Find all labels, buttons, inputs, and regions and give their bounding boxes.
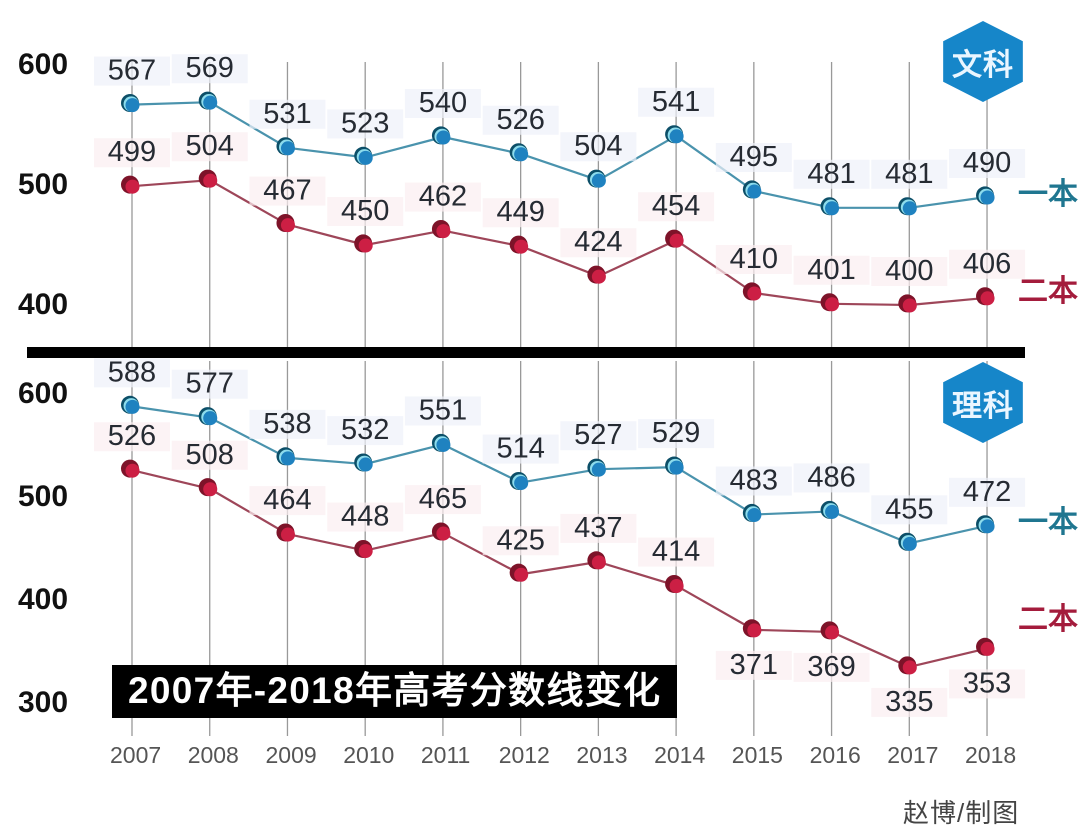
svg-text:425: 425 <box>496 524 544 556</box>
svg-text:508: 508 <box>186 439 234 471</box>
svg-text:495: 495 <box>730 141 778 173</box>
svg-text:335: 335 <box>885 686 933 718</box>
svg-text:410: 410 <box>730 243 778 275</box>
svg-text:514: 514 <box>496 433 544 465</box>
svg-text:454: 454 <box>652 190 700 222</box>
svg-text:369: 369 <box>807 651 855 683</box>
svg-text:483: 483 <box>730 465 778 497</box>
svg-text:464: 464 <box>263 484 311 516</box>
svg-text:577: 577 <box>186 368 234 400</box>
svg-text:551: 551 <box>419 394 467 426</box>
svg-text:490: 490 <box>963 147 1011 179</box>
svg-text:465: 465 <box>419 483 467 515</box>
svg-text:538: 538 <box>263 408 311 440</box>
svg-text:588: 588 <box>108 356 156 388</box>
svg-text:499: 499 <box>108 136 156 168</box>
svg-text:527: 527 <box>574 419 622 451</box>
svg-text:540: 540 <box>419 87 467 119</box>
svg-text:481: 481 <box>885 158 933 190</box>
svg-text:529: 529 <box>652 417 700 449</box>
svg-text:523: 523 <box>341 107 389 139</box>
svg-text:462: 462 <box>419 181 467 213</box>
svg-text:481: 481 <box>807 158 855 190</box>
svg-text:567: 567 <box>108 55 156 87</box>
svg-text:531: 531 <box>263 98 311 130</box>
svg-text:472: 472 <box>963 476 1011 508</box>
svg-text:414: 414 <box>652 536 700 568</box>
svg-text:541: 541 <box>652 86 700 118</box>
svg-text:467: 467 <box>263 175 311 207</box>
svg-text:406: 406 <box>963 248 1011 280</box>
svg-text:400: 400 <box>885 255 933 287</box>
svg-text:371: 371 <box>730 649 778 681</box>
svg-text:504: 504 <box>186 130 234 162</box>
svg-text:437: 437 <box>574 512 622 544</box>
svg-text:450: 450 <box>341 195 389 227</box>
svg-text:526: 526 <box>108 420 156 452</box>
svg-text:532: 532 <box>341 414 389 446</box>
svg-text:504: 504 <box>574 130 622 162</box>
svg-text:449: 449 <box>496 196 544 228</box>
svg-text:486: 486 <box>807 461 855 493</box>
svg-text:455: 455 <box>885 493 933 525</box>
svg-text:424: 424 <box>574 226 622 258</box>
svg-text:569: 569 <box>186 52 234 84</box>
svg-text:401: 401 <box>807 254 855 286</box>
svg-text:353: 353 <box>963 667 1011 699</box>
svg-text:526: 526 <box>496 104 544 136</box>
svg-text:448: 448 <box>341 501 389 533</box>
